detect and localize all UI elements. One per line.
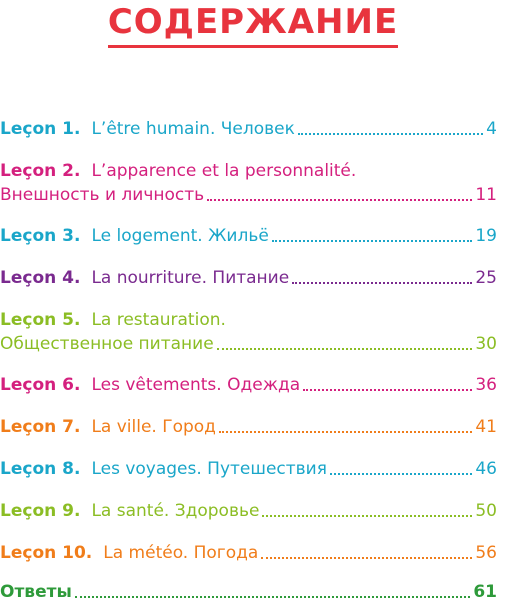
lesson-number: Leçon 5. xyxy=(0,310,81,330)
lesson-number: Leçon 10. xyxy=(0,543,93,563)
page-number: 36 xyxy=(475,375,497,395)
dot-leader xyxy=(216,347,473,350)
lesson-number: Leçon 2. xyxy=(0,161,81,181)
lesson-number: Leçon 4. xyxy=(0,268,81,288)
dot-leader xyxy=(261,556,473,559)
lesson-title: Le logement. Жильё xyxy=(91,226,269,246)
dot-leader xyxy=(292,281,473,284)
page-number: 11 xyxy=(475,185,497,205)
page-title: СОДЕРЖАНИЕ xyxy=(107,2,399,48)
dot-leader xyxy=(218,430,473,433)
page-number: 61 xyxy=(473,582,497,602)
lesson-title: La nourriture. Питание xyxy=(91,268,290,288)
toc-entry-lesson-6[interactable]: Leçon 6. Les vêtements. Одежда 36 xyxy=(0,374,497,396)
page-number: 4 xyxy=(486,119,497,139)
dot-leader xyxy=(271,239,473,242)
lesson-title-line2: Внешность и личность xyxy=(0,185,205,205)
page-number: 25 xyxy=(475,268,497,288)
page-number: 56 xyxy=(475,543,497,563)
lesson-title: La ville. Город xyxy=(91,417,216,437)
lesson-title: Les vêtements. Одежда xyxy=(91,375,301,395)
lesson-number: Leçon 6. xyxy=(0,375,81,395)
lesson-title-line2: Общественное питание xyxy=(0,334,214,354)
dot-leader xyxy=(303,388,473,391)
dot-leader xyxy=(207,198,473,201)
dot-leader xyxy=(297,132,484,135)
toc-entry-lesson-2[interactable]: Leçon 2. L’apparence et la personnalité.… xyxy=(0,160,497,206)
lesson-title: La restauration. xyxy=(91,310,226,330)
lesson-title: L’être humain. Человек xyxy=(91,119,295,139)
lesson-title: Les voyages. Путешествия xyxy=(91,459,327,479)
page-number: 41 xyxy=(475,417,497,437)
dot-leader xyxy=(329,472,473,475)
answers-label: Ответы xyxy=(0,582,72,602)
toc-entry-lesson-8[interactable]: Leçon 8. Les voyages. Путешествия 46 xyxy=(0,458,497,480)
page-number: 50 xyxy=(475,501,497,521)
lesson-number: Leçon 8. xyxy=(0,459,81,479)
lesson-title: La santé. Здоровье xyxy=(91,501,260,521)
toc-entry-lesson-3[interactable]: Leçon 3. Le logement. Жильё 19 xyxy=(0,225,497,247)
page-number: 30 xyxy=(475,334,497,354)
toc-entry-answers[interactable]: Ответы 61 xyxy=(0,581,497,603)
toc-entry-lesson-7[interactable]: Leçon 7. La ville. Город 41 xyxy=(0,416,497,438)
toc-entry-lesson-9[interactable]: Leçon 9. La santé. Здоровье 50 xyxy=(0,500,497,522)
toc-entry-lesson-4[interactable]: Leçon 4. La nourriture. Питание 25 xyxy=(0,267,497,289)
toc-entry-lesson-5[interactable]: Leçon 5. La restauration. Общественное п… xyxy=(0,309,497,355)
dot-leader xyxy=(262,514,473,517)
toc-entry-lesson-10[interactable]: Leçon 10. La météo. Погода 56 xyxy=(0,542,497,564)
lesson-number: Leçon 3. xyxy=(0,226,81,246)
page-number: 46 xyxy=(475,459,497,479)
dot-leader xyxy=(74,595,471,598)
lesson-title: La météo. Погода xyxy=(103,543,259,563)
lesson-number: Leçon 1. xyxy=(0,119,81,139)
lesson-number: Leçon 7. xyxy=(0,417,81,437)
page-number: 19 xyxy=(475,226,497,246)
lesson-number: Leçon 9. xyxy=(0,501,81,521)
toc-entry-lesson-1[interactable]: Leçon 1. L’être humain. Человек 4 xyxy=(0,118,497,140)
lesson-title: L’apparence et la personnalité. xyxy=(91,161,357,181)
